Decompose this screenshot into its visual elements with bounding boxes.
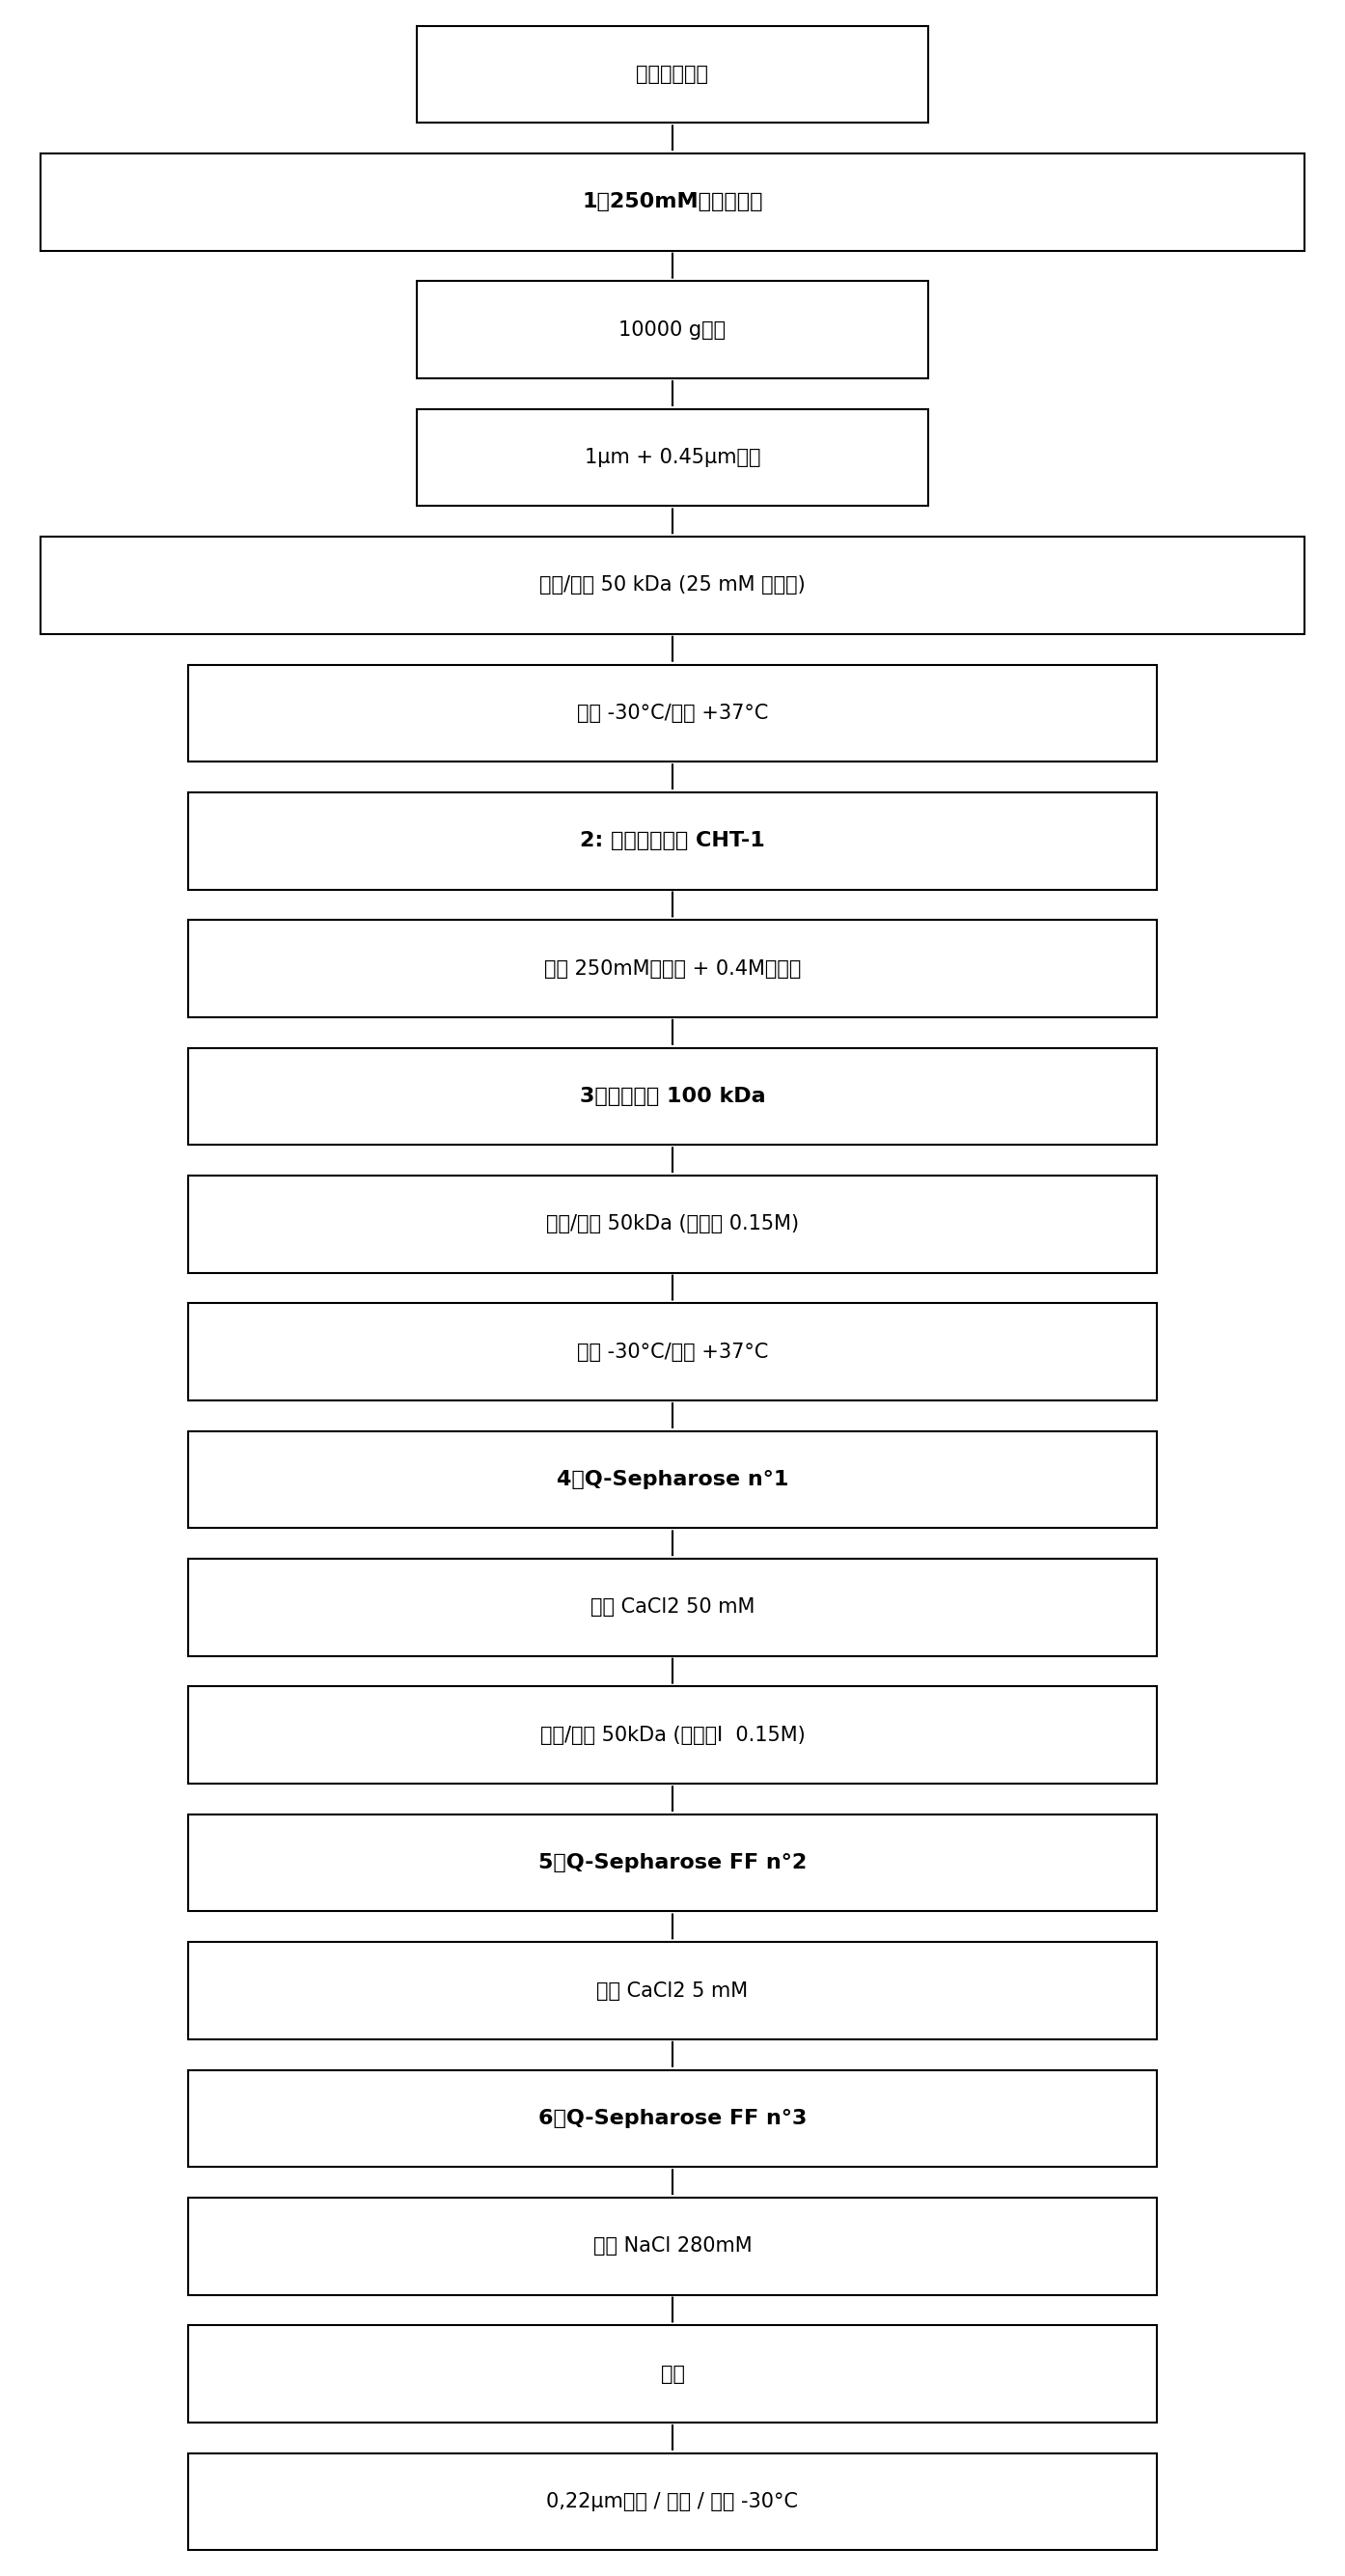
Bar [188,1175,1157,1273]
Text: 洗提 NaCl 280mM: 洗提 NaCl 280mM [593,2236,752,2257]
Bar [188,920,1157,1018]
Text: 浓缩/透析 50kDa (氯化钠 0.15M): 浓缩/透析 50kDa (氯化钠 0.15M) [546,1213,799,1234]
Bar [188,1048,1157,1144]
Bar [417,26,928,124]
Bar [188,1942,1157,2040]
Bar [40,155,1305,250]
Text: 洗提 250mM磷酸盐 + 0.4M氯化钠: 洗提 250mM磷酸盐 + 0.4M氯化钠 [543,958,802,979]
Bar [188,2326,1157,2421]
Text: 1：250mM磷酸钠提取: 1：250mM磷酸钠提取 [582,193,763,211]
Text: 混合所有的奶: 混合所有的奶 [636,64,709,85]
Text: 浓缩/透析 50 kDa (25 mM 磷酸盐): 浓缩/透析 50 kDa (25 mM 磷酸盐) [539,574,806,595]
Text: 6：Q-Sepharose FF n°3: 6：Q-Sepharose FF n°3 [538,2110,807,2128]
Bar [188,1814,1157,1911]
Text: 3：切向过滤 100 kDa: 3：切向过滤 100 kDa [580,1087,765,1105]
Bar [188,793,1157,889]
Bar [188,2452,1157,2550]
Text: 1μm + 0.45μm过滤: 1μm + 0.45μm过滤 [585,448,760,466]
Text: 5：Q-Sepharose FF n°2: 5：Q-Sepharose FF n°2 [538,1852,807,1873]
Text: 10000 g离心: 10000 g离心 [619,319,726,340]
Bar [417,410,928,505]
Bar [188,2071,1157,2166]
Bar [40,536,1305,634]
Text: 洗提 CaCl2 5 mM: 洗提 CaCl2 5 mM [597,1981,748,2002]
Text: 0,22μm过滤 / 分配 / 冷冻 -30°C: 0,22μm过滤 / 分配 / 冷冻 -30°C [546,2491,799,2512]
Bar [188,665,1157,762]
Bar [188,1432,1157,1528]
Bar [188,1303,1157,1401]
Bar [188,2197,1157,2295]
Text: 2: 羟基磷灰石胶 CHT-1: 2: 羟基磷灰石胶 CHT-1 [580,832,765,850]
Text: 洗提 CaCl2 50 mM: 洗提 CaCl2 50 mM [590,1597,755,1618]
Bar [188,1687,1157,1783]
Text: 浓缩/透析 50kDa (氯化钠I  0.15M): 浓缩/透析 50kDa (氯化钠I 0.15M) [539,1726,806,1744]
Text: 冷冻 -30°C/解冻 +37°C: 冷冻 -30°C/解冻 +37°C [577,1342,768,1363]
Bar [417,281,928,379]
Text: 冷冻 -30°C/解冻 +37°C: 冷冻 -30°C/解冻 +37°C [577,703,768,724]
Bar [188,1558,1157,1656]
Text: 4：Q-Sepharose n°1: 4：Q-Sepharose n°1 [557,1471,788,1489]
Text: 最后: 最后 [660,2365,685,2383]
